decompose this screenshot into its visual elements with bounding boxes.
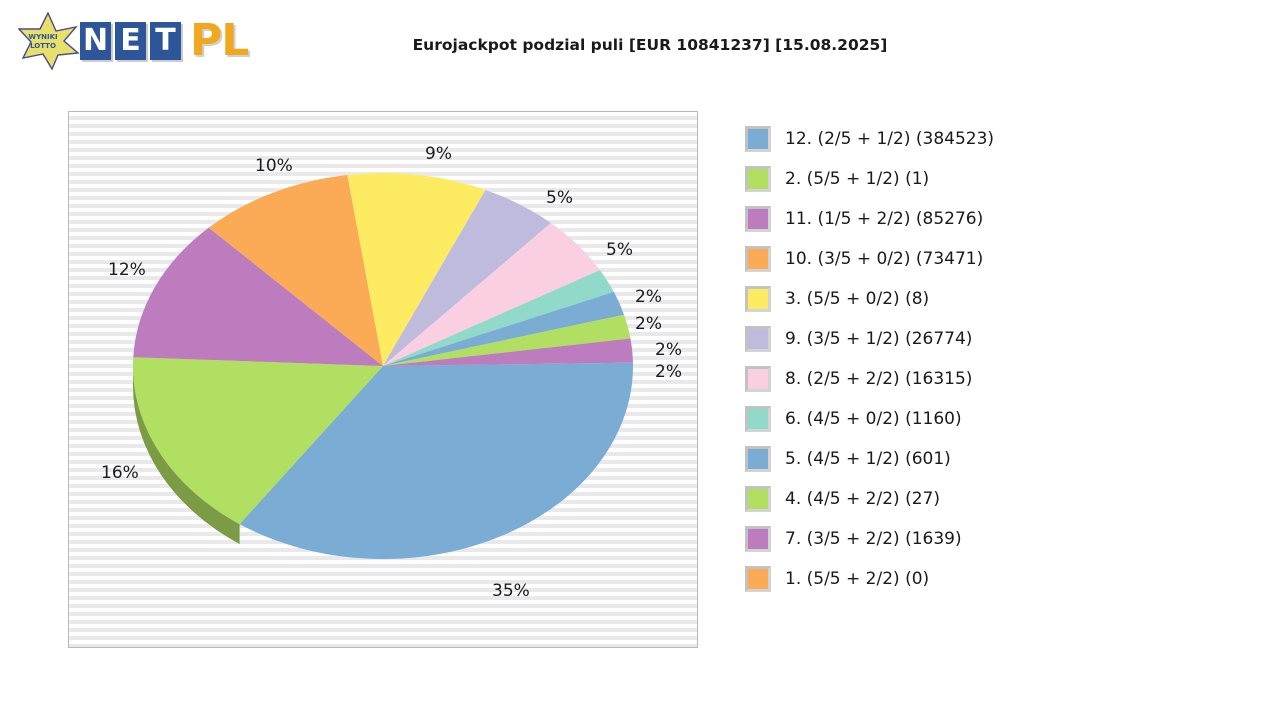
pie-percent-label: 10%	[255, 156, 293, 176]
legend-swatch	[745, 366, 771, 392]
legend-item[interactable]: 9. (3/5 + 1/2) (26774)	[745, 324, 1265, 364]
legend-label: 7. (3/5 + 2/2) (1639)	[785, 529, 962, 549]
site-logo[interactable]: WYNIKI LOTTO N E T PL	[18, 10, 268, 72]
legend-label: 9. (3/5 + 1/2) (26774)	[785, 329, 973, 349]
chart-legend: 12. (2/5 + 1/2) (384523) 2. (5/5 + 1/2) (…	[745, 124, 1265, 604]
pie-percent-label: 5%	[546, 188, 573, 208]
pie-chart	[133, 172, 633, 560]
pie-percent-label: 2%	[635, 314, 662, 334]
pie-slice[interactable]	[383, 291, 625, 366]
legend-label: 3. (5/5 + 0/2) (8)	[785, 289, 930, 309]
legend-item[interactable]: 5. (4/5 + 1/2) (601)	[745, 444, 1265, 484]
legend-item[interactable]: 11. (1/5 + 2/2) (85276)	[745, 204, 1265, 244]
legend-item[interactable]: 3. (5/5 + 0/2) (8)	[745, 284, 1265, 324]
legend-item[interactable]: 10. (3/5 + 0/2) (73471)	[745, 244, 1265, 284]
star-icon: WYNIKI LOTTO	[18, 12, 80, 70]
legend-label: 10. (3/5 + 0/2) (73471)	[785, 249, 984, 269]
legend-swatch	[745, 406, 771, 432]
pie-percent-label: 12%	[108, 260, 146, 280]
legend-item[interactable]: 4. (4/5 + 2/2) (27)	[745, 484, 1265, 524]
legend-swatch	[745, 126, 771, 152]
legend-label: 1. (5/5 + 2/2) (0)	[785, 569, 930, 589]
legend-label: 4. (4/5 + 2/2) (27)	[785, 489, 940, 509]
pie-slice[interactable]	[383, 223, 600, 366]
pie-slice[interactable]	[383, 270, 614, 366]
pie-percent-label: 2%	[655, 362, 682, 382]
legend-label: 12. (2/5 + 1/2) (384523)	[785, 129, 995, 149]
legend-swatch	[745, 166, 771, 192]
legend-swatch	[745, 206, 771, 232]
pie-percent-label: 35%	[492, 581, 530, 601]
pie-percent-label: 2%	[635, 287, 662, 307]
pie-slice[interactable]	[133, 357, 383, 525]
legend-item[interactable]: 12. (2/5 + 1/2) (384523)	[745, 124, 1265, 164]
logo-letter-n: N	[80, 22, 111, 60]
legend-item[interactable]: 1. (5/5 + 2/2) (0)	[745, 564, 1265, 604]
legend-label: 8. (2/5 + 2/2) (16315)	[785, 369, 973, 389]
logo-letter-t: T	[150, 22, 181, 60]
pie-slice[interactable]	[208, 174, 383, 366]
legend-label: 2. (5/5 + 1/2) (1)	[785, 169, 930, 189]
page-header: WYNIKI LOTTO N E T PL Eurojackpot podzia…	[0, 0, 1280, 88]
legend-swatch	[745, 446, 771, 472]
legend-label: 11. (1/5 + 2/2) (85276)	[785, 209, 984, 229]
legend-item[interactable]: 6. (4/5 + 0/2) (1160)	[745, 404, 1265, 444]
legend-label: 6. (4/5 + 0/2) (1160)	[785, 409, 962, 429]
page-title: Eurojackpot podzial puli [EUR 10841237] …	[412, 36, 888, 54]
pie-slice[interactable]	[239, 362, 633, 560]
pie-percent-label: 2%	[655, 340, 682, 360]
legend-swatch	[745, 326, 771, 352]
pie-percent-label: 16%	[101, 463, 139, 483]
legend-item[interactable]: 2. (5/5 + 1/2) (1)	[745, 164, 1265, 204]
legend-label: 5. (4/5 + 1/2) (601)	[785, 449, 951, 469]
legend-swatch	[745, 566, 771, 592]
chart-plot-area: 9% 10% 5% 5% 12% 2% 2% 2% 2% 16% 35%	[68, 111, 698, 648]
legend-swatch	[745, 486, 771, 512]
legend-item[interactable]: 8. (2/5 + 2/2) (16315)	[745, 364, 1265, 404]
pie-slice[interactable]	[383, 189, 551, 366]
logo-letter-e: E	[115, 22, 146, 60]
logo-letters-pl: PL	[190, 15, 249, 66]
legend-swatch	[745, 526, 771, 552]
pie-slice[interactable]	[347, 172, 486, 366]
pie-percent-label: 5%	[606, 240, 633, 260]
pie-slice[interactable]	[383, 338, 633, 366]
pie-slice[interactable]	[133, 227, 383, 366]
pie-slice-side	[133, 366, 240, 545]
pie-slice[interactable]	[383, 314, 631, 366]
legend-item[interactable]: 7. (3/5 + 2/2) (1639)	[745, 524, 1265, 564]
logo-star-text-line1: WYNIKI	[28, 33, 57, 41]
legend-swatch	[745, 246, 771, 272]
pie-percent-label: 9%	[425, 144, 452, 164]
logo-star-text-line2: LOTTO	[30, 42, 56, 50]
legend-swatch	[745, 286, 771, 312]
